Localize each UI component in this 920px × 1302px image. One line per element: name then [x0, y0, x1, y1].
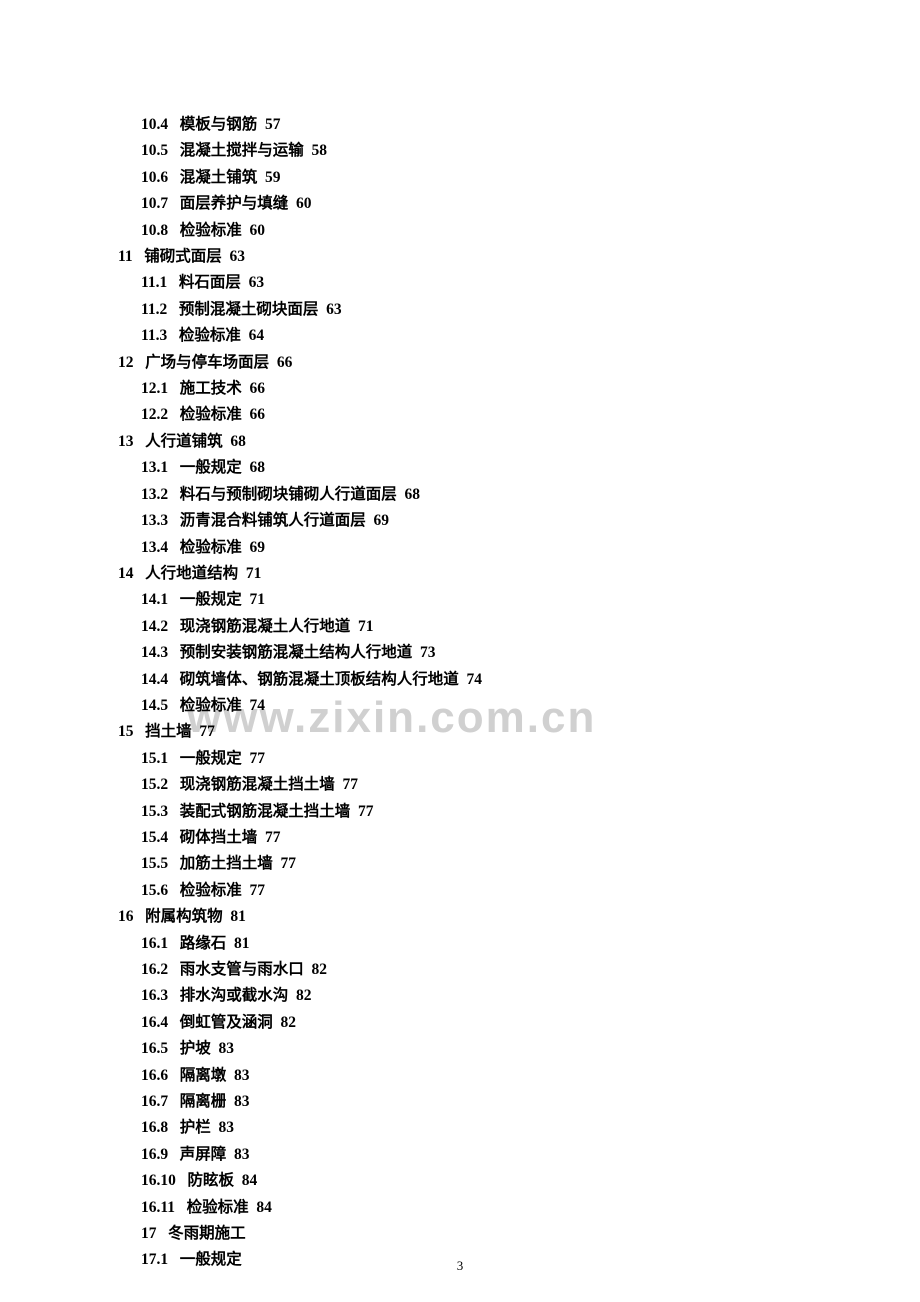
- toc-entry: 10.7 面层养护与填缝 60: [118, 191, 920, 217]
- toc-entry: 16.8 护栏 83: [118, 1115, 920, 1141]
- toc-entry: 11.1 料石面层 63: [118, 270, 920, 296]
- toc-entry: 17 冬雨期施工: [118, 1221, 920, 1247]
- toc-entry: 16.11 检验标准 84: [118, 1195, 920, 1221]
- toc-entry: 16.9 声屏障 83: [118, 1142, 920, 1168]
- toc-entry: 16.3 排水沟或截水沟 82: [118, 983, 920, 1009]
- toc-entry: 10.8 检验标准 60: [118, 218, 920, 244]
- toc-entry: 16.6 隔离墩 83: [118, 1063, 920, 1089]
- toc-entry: 16.2 雨水支管与雨水口 82: [118, 957, 920, 983]
- toc-entry: 10.5 混凝土搅拌与运输 58: [118, 138, 920, 164]
- toc-entry: 14.3 预制安装钢筋混凝土结构人行地道 73: [118, 640, 920, 666]
- toc-entry: 16 附属构筑物 81: [118, 904, 920, 930]
- toc-entry: 14.4 砌筑墙体、钢筋混凝土顶板结构人行地道 74: [118, 667, 920, 693]
- toc-entry: 15.4 砌体挡土墙 77: [118, 825, 920, 851]
- toc-entry: 13 人行道铺筑 68: [118, 429, 920, 455]
- toc-entry: 13.1 一般规定 68: [118, 455, 920, 481]
- toc-entry: 11 铺砌式面层 63: [118, 244, 920, 270]
- toc-entry: 14.2 现浇钢筋混凝土人行地道 71: [118, 614, 920, 640]
- toc-entry: 14 人行地道结构 71: [118, 561, 920, 587]
- toc-entry: 14.1 一般规定 71: [118, 587, 920, 613]
- toc-entry: 15.3 装配式钢筋混凝土挡土墙 77: [118, 799, 920, 825]
- toc-entry: 11.3 检验标准 64: [118, 323, 920, 349]
- toc-entry: 15.1 一般规定 77: [118, 746, 920, 772]
- toc-entry: 13.3 沥青混合料铺筑人行道面层 69: [118, 508, 920, 534]
- toc-entry: 16.4 倒虹管及涵洞 82: [118, 1010, 920, 1036]
- toc-entry: 15.6 检验标准 77: [118, 878, 920, 904]
- toc-entry: 13.4 检验标准 69: [118, 535, 920, 561]
- toc-entry: 16.10 防眩板 84: [118, 1168, 920, 1194]
- toc-entry: 14.5 检验标准 74: [118, 693, 920, 719]
- toc-entry: 17.1 一般规定: [118, 1247, 920, 1273]
- toc-container: 10.4 模板与钢筋 5710.5 混凝土搅拌与运输 5810.6 混凝土铺筑 …: [0, 0, 920, 1274]
- toc-entry: 11.2 预制混凝土砌块面层 63: [118, 297, 920, 323]
- toc-entry: 12.1 施工技术 66: [118, 376, 920, 402]
- toc-entry: 16.1 路缘石 81: [118, 931, 920, 957]
- toc-entry: 15.2 现浇钢筋混凝土挡土墙 77: [118, 772, 920, 798]
- toc-entry: 12 广场与停车场面层 66: [118, 350, 920, 376]
- toc-entry: 12.2 检验标准 66: [118, 402, 920, 428]
- toc-entry: 16.5 护坡 83: [118, 1036, 920, 1062]
- toc-entry: 10.4 模板与钢筋 57: [118, 112, 920, 138]
- toc-entry: 13.2 料石与预制砌块铺砌人行道面层 68: [118, 482, 920, 508]
- toc-entry: 16.7 隔离栅 83: [118, 1089, 920, 1115]
- toc-entry: 15 挡土墙 77: [118, 719, 920, 745]
- toc-entry: 15.5 加筋土挡土墙 77: [118, 851, 920, 877]
- toc-entry: 10.6 混凝土铺筑 59: [118, 165, 920, 191]
